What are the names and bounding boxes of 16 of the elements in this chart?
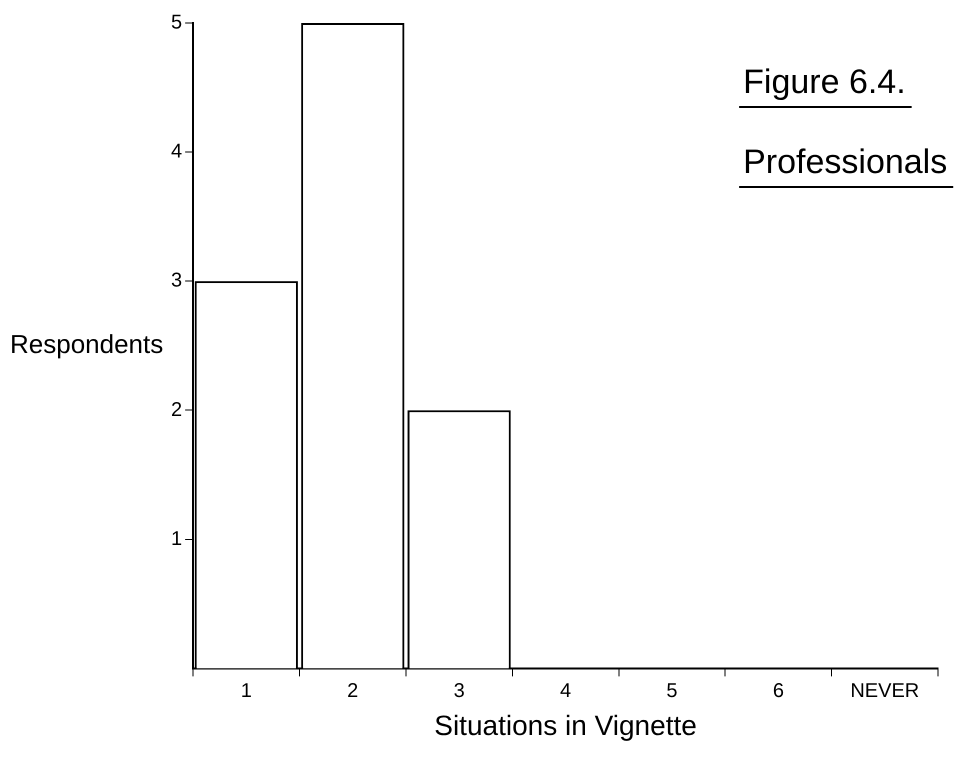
y-axis-title: Respondents: [10, 328, 164, 359]
text: Figure 6.4.: [743, 63, 906, 101]
x-tick-label: 2: [347, 680, 358, 702]
y-tick-label: 1: [171, 528, 182, 550]
x-tick-label: 6: [772, 680, 784, 702]
y-tick-label: 5: [171, 12, 182, 34]
x-tick-label: 4: [560, 680, 572, 702]
x-tick-label: 1: [240, 680, 252, 702]
x-axis-title: Situations in Vignette: [434, 710, 697, 741]
y-tick-label: 3: [171, 270, 182, 292]
text: Professionals: [743, 143, 948, 181]
y-tick-label: 4: [171, 140, 182, 163]
y-tick-label: 2: [171, 398, 182, 421]
x-tick-label: NEVER: [850, 680, 920, 702]
x-tick-label: 3: [454, 680, 465, 702]
x-tick-label: 5: [666, 680, 678, 702]
